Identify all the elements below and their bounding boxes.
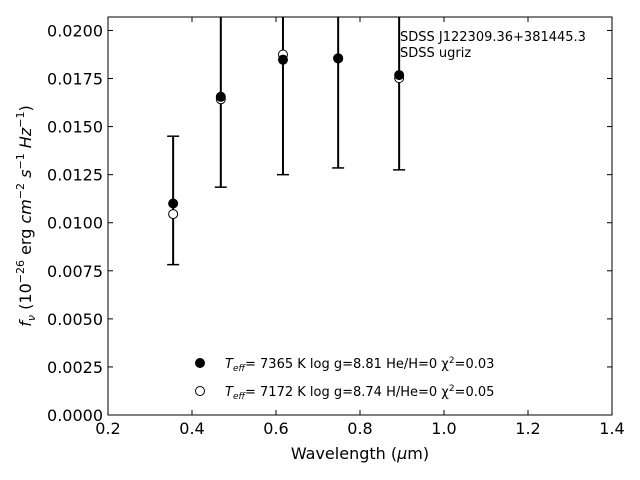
- data-points: [168, 49, 405, 220]
- y-tick-label: 0.0100: [47, 214, 103, 233]
- annotation-object: SDSS J122309.36+381445.3: [400, 30, 586, 45]
- y-tick-label: 0.0075: [47, 262, 103, 281]
- x-tick-label: 0.6: [263, 419, 288, 438]
- filled-point: [394, 70, 405, 81]
- y-tick-label: 0.0175: [47, 70, 103, 89]
- y-axis-title: fν (10−26 erg cm−2 s−1 Hz−1): [14, 105, 38, 326]
- annotation-filters: SDSS ugriz: [400, 46, 471, 61]
- y-axis: 0.0000 0.0025 0.0050 0.0075 0.0100 0.0125 0.01…: [47, 21, 612, 425]
- x-axis-title: Wavelength (μm): [291, 444, 429, 463]
- y-tick-label: 0.0150: [47, 118, 103, 137]
- plot-frame: [107, 16, 613, 416]
- x-tick-label: 1.4: [599, 419, 624, 438]
- legend-label-1: Teff= 7365 K log g=8.81 He/H=0 χ2=0.03: [225, 356, 494, 374]
- y-tick-label: 0.0125: [47, 166, 103, 185]
- y-tick-label: 0.0025: [47, 358, 103, 377]
- legend-marker-open: [195, 386, 205, 396]
- x-tick-label: 0.8: [347, 419, 372, 438]
- x-tick-label: 1.2: [515, 419, 540, 438]
- y-tick-label: 0.0050: [47, 310, 103, 329]
- filled-point: [333, 53, 344, 64]
- legend-marker-filled: [195, 358, 205, 368]
- x-tick-label: 0.4: [179, 419, 204, 438]
- filled-point: [277, 54, 288, 65]
- x-axis: 0.2 0.4 0.6 0.8 1.0 1.2 1.4: [95, 17, 625, 438]
- svg-text:fν (10−26 erg cm−2 s−1 Hz−1): fν (10−26 erg cm−2 s−1 Hz−1): [14, 105, 38, 326]
- filled-point: [168, 198, 179, 209]
- y-tick-label: 0.0000: [47, 406, 103, 425]
- x-tick-label: 0.2: [95, 419, 120, 438]
- x-tick-label: 1.0: [431, 419, 456, 438]
- open-point: [168, 209, 179, 220]
- legend-label-2: Teff= 7172 K log g=8.74 H/He=0 χ2=0.05: [225, 384, 494, 402]
- y-tick-label: 0.0200: [47, 21, 103, 40]
- legend: Teff= 7365 K log g=8.81 He/H=0 χ2=0.03 T…: [195, 356, 494, 402]
- filled-point: [215, 91, 226, 102]
